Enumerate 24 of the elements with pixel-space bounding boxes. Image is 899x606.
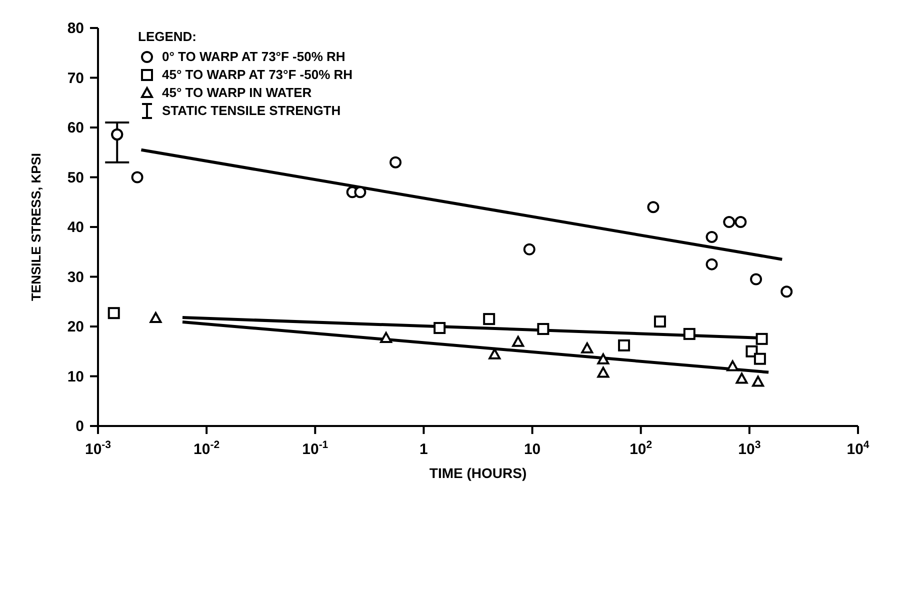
x-tick-label: 10$^{3}$ xyxy=(738,439,761,458)
legend-label: 0° TO WARP AT 73°F -50% RH xyxy=(162,48,346,66)
y-tick-label: 30 xyxy=(67,268,84,286)
legend-title: LEGEND: xyxy=(138,28,198,46)
legend-label: STATIC TENSILE STRENGTH xyxy=(162,102,341,120)
x-tick-label: 10$^{-1}$ xyxy=(302,439,328,458)
y-tick-label: 80 xyxy=(67,20,84,37)
x-tick-label: 10$^{4}$ xyxy=(846,439,870,458)
x-tick-label: 10 xyxy=(524,441,541,458)
y-tick-label: 60 xyxy=(67,120,84,136)
x-tick-label: 1 xyxy=(420,441,428,458)
x-tick-label: 10$^{2}$ xyxy=(630,439,652,458)
x-tick-label: 10$^{-3}$ xyxy=(84,439,112,458)
y-tick-label: 70 xyxy=(67,70,84,87)
x-axis-title: TIME (HOURS) xyxy=(429,465,527,481)
x-tick-label: 10$^{-2}$ xyxy=(194,439,220,458)
y-tick-label: 50 xyxy=(67,169,84,186)
y-tick-label: 10 xyxy=(67,368,84,386)
y-tick-label: 20 xyxy=(67,318,84,336)
y-tick-label: 40 xyxy=(67,219,84,236)
y-axis-title: TENSILE STRESS, KPSI xyxy=(28,152,44,302)
legend-label: 45° TO WARP AT 73°F -50% RH xyxy=(162,66,353,84)
legend-label: 45° TO WARP IN WATER xyxy=(162,84,312,102)
y-tick-label: 0 xyxy=(76,418,84,435)
